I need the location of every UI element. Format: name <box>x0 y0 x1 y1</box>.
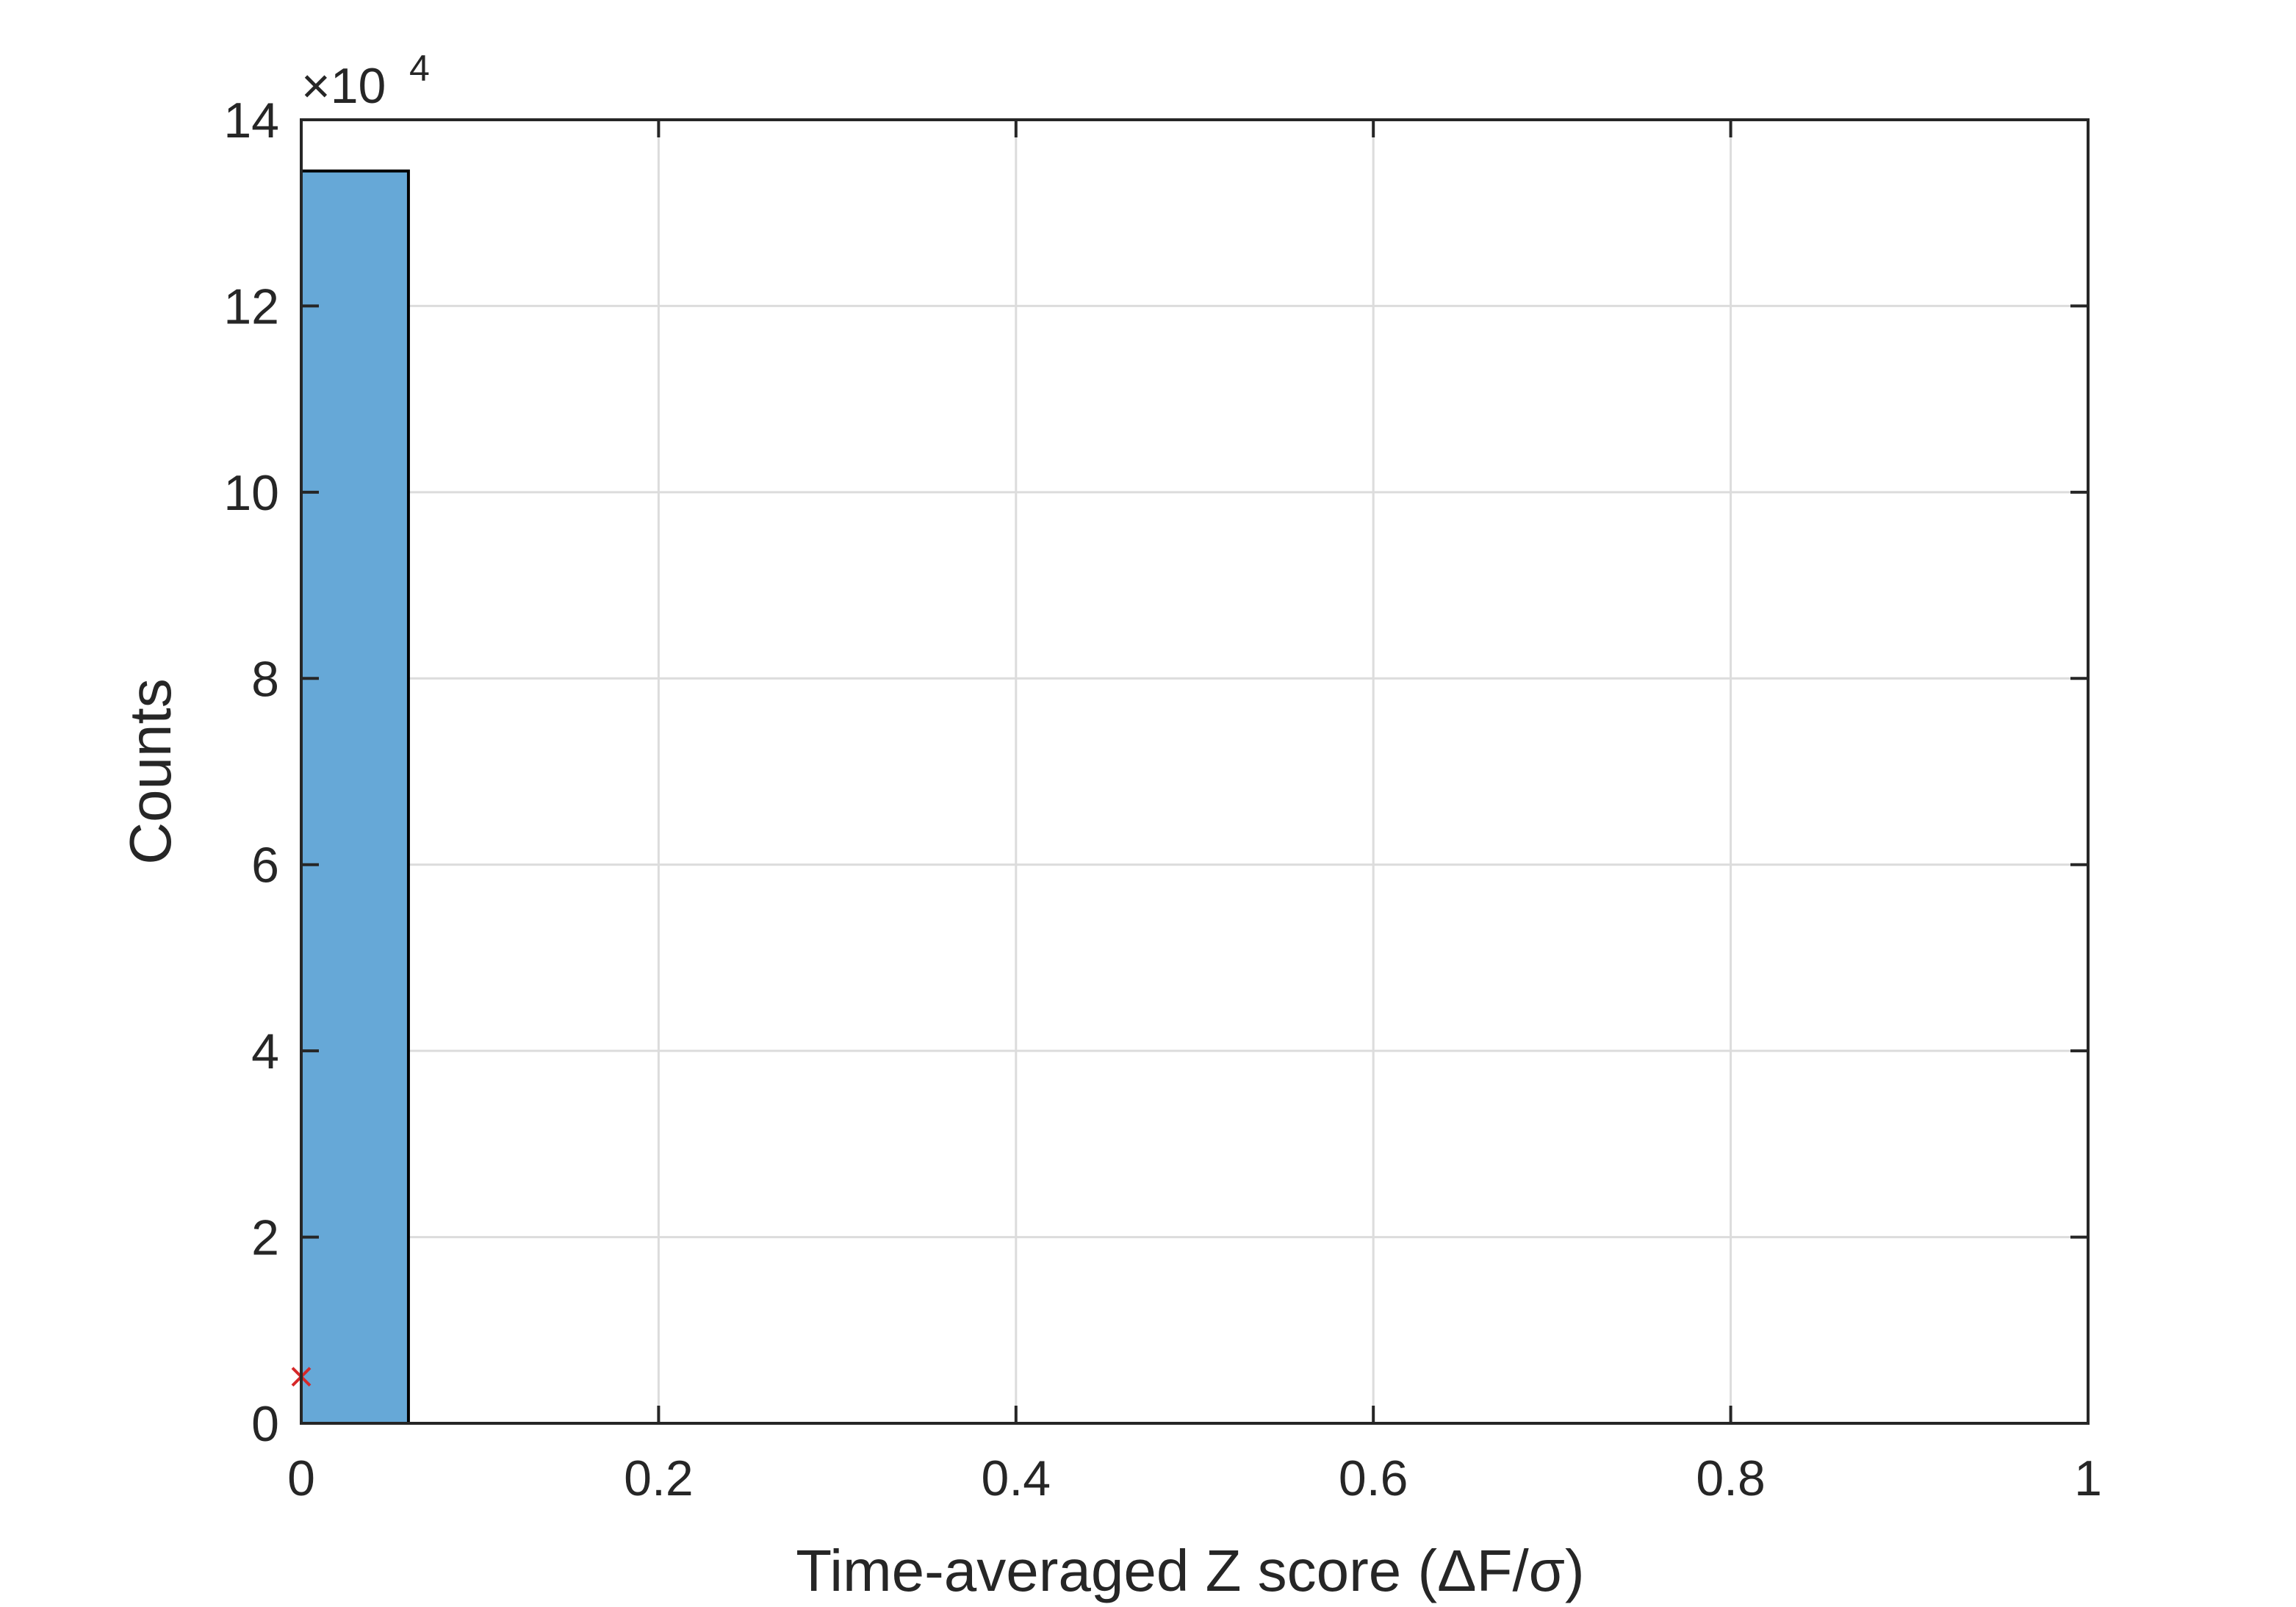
histogram-bar <box>300 169 410 1425</box>
histogram-bars <box>300 169 410 1425</box>
y-tick-label: 8 <box>251 651 279 707</box>
x-tick-label: 0.4 <box>982 1450 1051 1506</box>
x-axis-label: Time-averaged Z score (ΔF/σ) <box>796 1538 1584 1603</box>
x-tick-label: 0.6 <box>1339 1450 1408 1506</box>
y-tick-label: 2 <box>251 1210 279 1266</box>
y-tick-label: 0 <box>251 1396 279 1452</box>
y-tick-label: 12 <box>223 278 279 334</box>
tick-marks <box>300 118 2090 1425</box>
y-tick-label: 6 <box>251 838 279 894</box>
y-tick-label: 10 <box>223 465 279 521</box>
x-tick-label: 0 <box>287 1450 315 1506</box>
axes-box <box>300 118 2090 1425</box>
x-tick-label: 1 <box>2074 1450 2102 1506</box>
y-tick-label: 4 <box>251 1024 279 1079</box>
x-tick-label: 0.2 <box>624 1450 694 1506</box>
y-exponent-label: ×10 <box>301 58 386 114</box>
grid-lines <box>301 120 2088 1423</box>
x-tick-label: 0.8 <box>1696 1450 1766 1506</box>
y-exponent-power: 4 <box>409 48 430 89</box>
y-tick-label: 14 <box>223 93 279 148</box>
y-axis-label: Counts <box>118 678 183 864</box>
